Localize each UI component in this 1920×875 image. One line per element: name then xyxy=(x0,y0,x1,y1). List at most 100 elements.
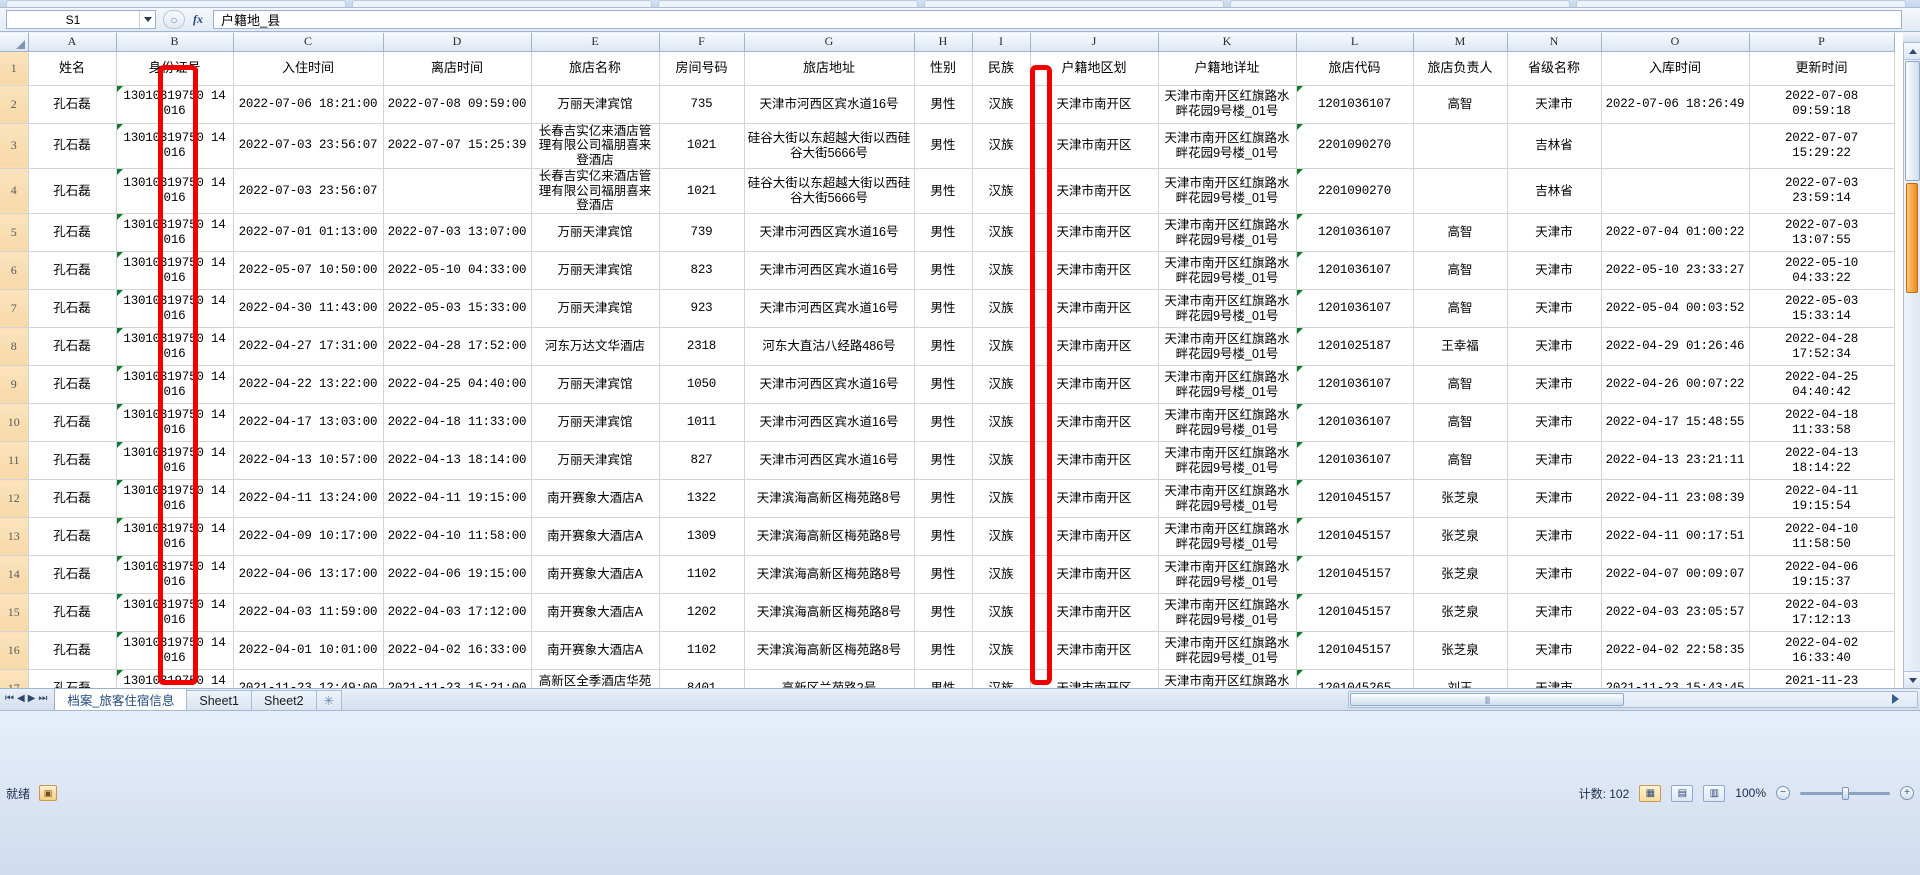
cell-M6[interactable]: 高智 xyxy=(1413,251,1508,290)
cell-E2[interactable]: 万丽天津宾馆 xyxy=(531,85,660,124)
cell-C8[interactable]: 2022-04-27 17:31:00 xyxy=(233,327,384,366)
cell-A6[interactable]: 孔石磊 xyxy=(28,251,117,290)
cell-H10[interactable]: 男性 xyxy=(914,403,973,442)
cell-I14[interactable]: 汉族 xyxy=(972,555,1031,594)
cell-A14[interactable]: 孔石磊 xyxy=(28,555,117,594)
fx-icon[interactable]: fx xyxy=(193,12,203,26)
header-cell-L[interactable]: 旅店代码 xyxy=(1296,51,1414,86)
cell-F11[interactable]: 827 xyxy=(659,441,745,480)
select-all-corner[interactable] xyxy=(0,33,29,52)
cell-F2[interactable]: 735 xyxy=(659,85,745,124)
cell-N14[interactable]: 天津市 xyxy=(1507,555,1602,594)
cell-I10[interactable]: 汉族 xyxy=(972,403,1031,442)
cell-L2[interactable]: 1201036107 xyxy=(1296,85,1414,124)
column-header-C[interactable]: C xyxy=(233,33,384,52)
cell-G16[interactable]: 天津滨海高新区梅苑路8号 xyxy=(744,631,915,670)
header-cell-F[interactable]: 房间号码 xyxy=(659,51,745,86)
cell-O3[interactable] xyxy=(1601,123,1750,169)
cell-B14[interactable]: 13010319750 14 016 xyxy=(116,555,234,594)
cell-B15[interactable]: 13010319750 14 016 xyxy=(116,593,234,632)
header-cell-K[interactable]: 户籍地详址 xyxy=(1158,51,1297,86)
header-cell-G[interactable]: 旅店地址 xyxy=(744,51,915,86)
cell-H6[interactable]: 男性 xyxy=(914,251,973,290)
cell-I5[interactable]: 汉族 xyxy=(972,213,1031,252)
cell-J8[interactable]: 天津市南开区 xyxy=(1030,327,1159,366)
cell-H7[interactable]: 男性 xyxy=(914,289,973,328)
cell-O6[interactable]: 2022-05-10 23:33:27 xyxy=(1601,251,1750,290)
cell-F13[interactable]: 1309 xyxy=(659,517,745,556)
page-break-view-icon[interactable]: ▥ xyxy=(1703,784,1726,802)
cell-N12[interactable]: 天津市 xyxy=(1507,479,1602,518)
header-cell-E[interactable]: 旅店名称 xyxy=(531,51,660,86)
cell-D8[interactable]: 2022-04-28 17:52:00 xyxy=(383,327,532,366)
cell-J11[interactable]: 天津市南开区 xyxy=(1030,441,1159,480)
cell-I3[interactable]: 汉族 xyxy=(972,123,1031,169)
cell-G6[interactable]: 天津市河西区宾水道16号 xyxy=(744,251,915,290)
cell-M13[interactable]: 张芝泉 xyxy=(1413,517,1508,556)
cell-O12[interactable]: 2022-04-11 23:08:39 xyxy=(1601,479,1750,518)
cell-J6[interactable]: 天津市南开区 xyxy=(1030,251,1159,290)
cell-H9[interactable]: 男性 xyxy=(914,365,973,404)
cell-H17[interactable]: 男性 xyxy=(914,669,973,688)
cell-A15[interactable]: 孔石磊 xyxy=(28,593,117,632)
page-layout-view-icon[interactable]: ▤ xyxy=(1671,784,1694,802)
cell-C4[interactable]: 2022-07-03 23:56:07 xyxy=(233,168,384,215)
cell-O13[interactable]: 2022-04-11 00:17:51 xyxy=(1601,517,1750,556)
cell-G7[interactable]: 天津市河西区宾水道16号 xyxy=(744,289,915,328)
cell-C11[interactable]: 2022-04-13 10:57:00 xyxy=(233,441,384,480)
cell-N6[interactable]: 天津市 xyxy=(1507,251,1602,290)
row-header-3[interactable]: 3 xyxy=(0,123,29,169)
cell-A2[interactable]: 孔石磊 xyxy=(28,85,117,124)
cell-I7[interactable]: 汉族 xyxy=(972,289,1031,328)
row-header-14[interactable]: 14 xyxy=(0,555,29,594)
cell-A13[interactable]: 孔石磊 xyxy=(28,517,117,556)
cell-A5[interactable]: 孔石磊 xyxy=(28,213,117,252)
cell-N3[interactable]: 吉林省 xyxy=(1507,123,1602,169)
ribbon-tab-stub-6[interactable] xyxy=(1576,0,1906,7)
cell-M4[interactable] xyxy=(1413,168,1508,215)
cell-N11[interactable]: 天津市 xyxy=(1507,441,1602,480)
cell-F4[interactable]: 1021 xyxy=(659,168,745,215)
cell-G9[interactable]: 天津市河西区宾水道16号 xyxy=(744,365,915,404)
cell-G14[interactable]: 天津滨海高新区梅苑路8号 xyxy=(744,555,915,594)
column-header-G[interactable]: G xyxy=(744,33,915,52)
cell-C10[interactable]: 2022-04-17 13:03:00 xyxy=(233,403,384,442)
cell-F9[interactable]: 1050 xyxy=(659,365,745,404)
column-header-M[interactable]: M xyxy=(1413,33,1508,52)
cell-C7[interactable]: 2022-04-30 11:43:00 xyxy=(233,289,384,328)
name-box-dropdown-icon[interactable] xyxy=(139,11,155,28)
cell-C2[interactable]: 2022-07-06 18:21:00 xyxy=(233,85,384,124)
status-macro-icon[interactable]: ▣ xyxy=(39,785,58,801)
cell-F15[interactable]: 1202 xyxy=(659,593,745,632)
cell-N17[interactable]: 天津市 xyxy=(1507,669,1602,688)
cell-M17[interactable]: 刘玉 xyxy=(1413,669,1508,688)
cell-B12[interactable]: 13010319750 14 016 xyxy=(116,479,234,518)
cell-B11[interactable]: 13010319750 14 016 xyxy=(116,441,234,480)
cell-O7[interactable]: 2022-05-04 00:03:52 xyxy=(1601,289,1750,328)
cell-P17[interactable]: 2021-11-23 15:21:26 xyxy=(1749,669,1895,688)
cell-I17[interactable]: 汉族 xyxy=(972,669,1031,688)
cell-F3[interactable]: 1021 xyxy=(659,123,745,169)
sheet-tab-2[interactable]: Sheet1 xyxy=(186,690,252,710)
cell-L13[interactable]: 1201045157 xyxy=(1296,517,1414,556)
cell-E11[interactable]: 万丽天津宾馆 xyxy=(531,441,660,480)
cell-K4[interactable]: 天津市南开区红旗路水畔花园9号楼_01号 xyxy=(1158,168,1297,215)
column-header-D[interactable]: D xyxy=(383,33,532,52)
cell-M3[interactable] xyxy=(1413,123,1508,169)
cell-E7[interactable]: 万丽天津宾馆 xyxy=(531,289,660,328)
cell-I16[interactable]: 汉族 xyxy=(972,631,1031,670)
cell-F7[interactable]: 923 xyxy=(659,289,745,328)
cell-F16[interactable]: 1102 xyxy=(659,631,745,670)
row-header-1[interactable]: 1 xyxy=(0,51,29,86)
cell-N5[interactable]: 天津市 xyxy=(1507,213,1602,252)
cell-D11[interactable]: 2022-04-13 18:14:00 xyxy=(383,441,532,480)
row-header-7[interactable]: 7 xyxy=(0,289,29,328)
cell-P11[interactable]: 2022-04-13 18:14:22 xyxy=(1749,441,1895,480)
cell-D16[interactable]: 2022-04-02 16:33:00 xyxy=(383,631,532,670)
cell-K13[interactable]: 天津市南开区红旗路水畔花园9号楼_01号 xyxy=(1158,517,1297,556)
zoom-out-icon[interactable]: − xyxy=(1776,786,1790,800)
header-cell-C[interactable]: 入住时间 xyxy=(233,51,384,86)
cell-K8[interactable]: 天津市南开区红旗路水畔花园9号楼_01号 xyxy=(1158,327,1297,366)
row-header-11[interactable]: 11 xyxy=(0,441,29,480)
